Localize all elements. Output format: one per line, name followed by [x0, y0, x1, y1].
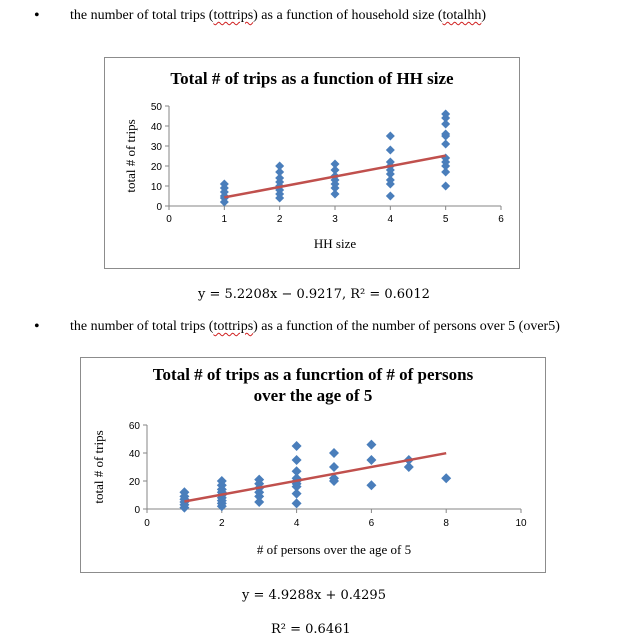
data-point: [329, 473, 339, 484]
data-point: [385, 157, 395, 167]
bullet-text-part: ) as a function of the number of persons…: [253, 319, 560, 334]
y-tick-label: 20: [151, 162, 163, 173]
equation-chart-1: y = 5.2208x − 0.9217, R² = 0.6012: [198, 287, 430, 302]
chart-persons-over-5: Total # of trips as a funcrtion of # of …: [80, 357, 546, 573]
data-point: [330, 189, 340, 199]
data-point: [329, 462, 339, 472]
y-tick-label: 0: [156, 202, 162, 213]
variable-name: tottrips: [213, 8, 254, 23]
y-tick-label: 20: [129, 477, 141, 488]
chart-title: Total # of trips as a funcrtion of # of …: [153, 365, 474, 384]
bullet-dot: •: [34, 318, 40, 335]
chart-persons-over-5-svg: Total # of trips as a funcrtion of # of …: [91, 365, 527, 557]
data-point: [385, 145, 395, 155]
trendline: [224, 154, 446, 199]
data-point: [385, 175, 395, 185]
data-point: [366, 439, 377, 450]
bullet-item-1: • the number of total trips (tottrips) a…: [0, 8, 628, 28]
data-point: [441, 119, 451, 129]
x-axis-label: HH size: [314, 236, 356, 251]
x-tick-label: 2: [219, 518, 225, 529]
y-tick-label: 50: [151, 102, 163, 113]
variable-name: totalhh: [442, 8, 482, 23]
y-tick-label: 30: [151, 142, 163, 153]
data-point: [441, 139, 451, 149]
bullet-item-2: • the number of total trips (tottrips) a…: [0, 319, 628, 339]
y-tick-label: 60: [129, 421, 141, 432]
data-point: [366, 455, 377, 465]
data-point: [291, 498, 302, 509]
data-point: [329, 448, 339, 458]
x-tick-label: 6: [498, 214, 504, 225]
data-point: [385, 191, 395, 201]
trendline: [184, 451, 447, 503]
bullet-text: the number of total trips (tottrips) as …: [70, 8, 486, 24]
data-point: [275, 167, 285, 177]
y-tick-label: 40: [129, 449, 141, 460]
equation-chart-2: y = 4.9288x + 0.4295: [242, 588, 386, 603]
variable-name: tottrips: [213, 319, 254, 334]
bullet-dot: •: [34, 7, 40, 24]
data-point: [441, 167, 451, 177]
y-axis-label: total # of trips: [123, 119, 138, 192]
data-point: [366, 480, 377, 491]
x-tick-label: 10: [515, 518, 527, 529]
x-tick-label: 8: [443, 518, 449, 529]
x-tick-label: 4: [294, 518, 300, 529]
data-point: [385, 131, 395, 141]
data-point: [275, 161, 285, 171]
data-point: [291, 455, 302, 465]
chart-hh-size-svg: Total # of trips as a function of HH siz…: [123, 69, 504, 251]
chart-title: over the age of 5: [254, 386, 373, 405]
y-tick-label: 10: [151, 182, 163, 193]
data-point: [275, 173, 285, 183]
y-axis-label: total # of trips: [91, 430, 106, 503]
r-squared-chart-2: R² = 0.6461: [271, 622, 351, 637]
data-point: [330, 165, 340, 175]
x-tick-label: 4: [388, 214, 394, 225]
bullet-text: the number of total trips (tottrips) as …: [70, 319, 560, 335]
data-point: [441, 129, 451, 139]
x-tick-label: 1: [222, 214, 228, 225]
data-point: [216, 476, 227, 486]
x-tick-label: 3: [332, 214, 338, 225]
data-point: [254, 497, 265, 507]
data-point: [330, 159, 340, 169]
data-point: [403, 462, 414, 472]
data-point: [291, 441, 302, 451]
bullet-text-part: ) as a function of household size (: [253, 8, 443, 23]
bullet-text-part: the number of total trips (: [70, 319, 214, 334]
data-point: [441, 109, 451, 119]
data-point: [441, 181, 451, 191]
x-tick-label: 6: [369, 518, 375, 529]
y-tick-label: 40: [151, 122, 163, 133]
x-tick-label: 2: [277, 214, 283, 225]
x-tick-label: 5: [443, 214, 449, 225]
data-point: [291, 473, 302, 484]
x-tick-label: 0: [166, 214, 172, 225]
data-point: [441, 473, 452, 484]
data-point: [219, 179, 229, 189]
chart-hh-size: Total # of trips as a function of HH siz…: [104, 57, 520, 269]
x-axis-label: # of persons over the age of 5: [257, 542, 411, 557]
bullet-text-part: ): [481, 8, 487, 23]
data-point: [291, 488, 302, 499]
chart-title: Total # of trips as a function of HH siz…: [170, 69, 454, 88]
data-point: [179, 487, 190, 498]
x-tick-label: 0: [144, 518, 150, 529]
bullet-text-part: the number of total trips (: [70, 8, 214, 23]
y-tick-label: 0: [134, 505, 140, 516]
data-point: [254, 474, 265, 485]
data-point: [291, 466, 302, 477]
